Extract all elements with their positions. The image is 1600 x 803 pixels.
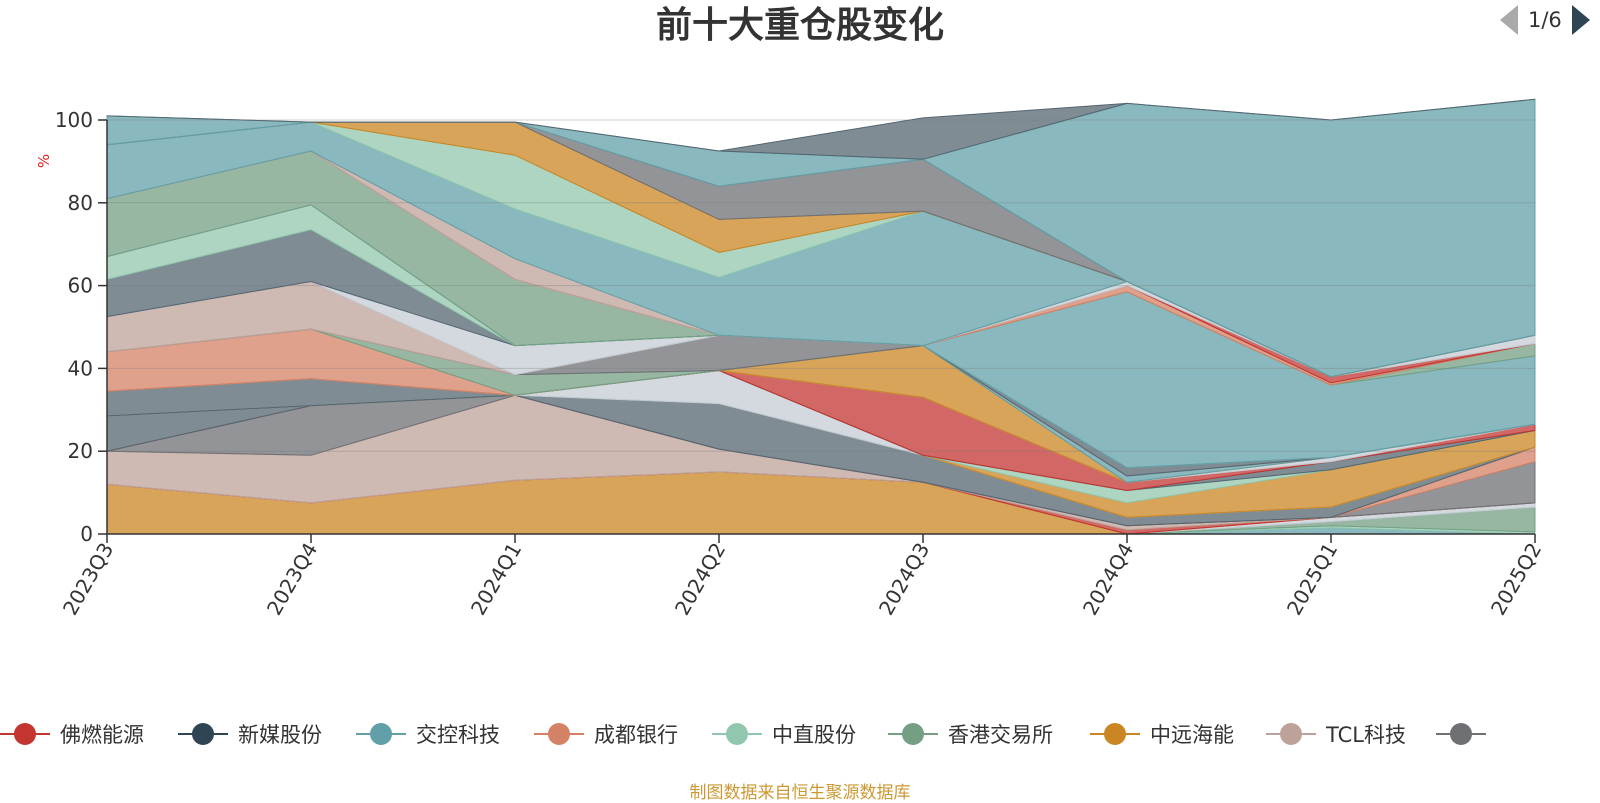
legend-page-indicator: 1/6	[1528, 8, 1562, 32]
legend-label: 香港交易所	[948, 723, 1053, 747]
legend-marker-dot	[14, 723, 36, 745]
legend-marker-dot	[1280, 723, 1302, 745]
legend-item[interactable]: 香港交易所	[888, 714, 1053, 754]
legend-marker-icon	[712, 714, 762, 754]
legend-label: 中直股份	[772, 723, 856, 747]
x-tick-label: 2024Q4	[1078, 539, 1138, 620]
y-tick-label: 60	[68, 274, 93, 298]
area-series	[106, 98, 1536, 535]
x-tick-label: 2025Q2	[1486, 539, 1546, 620]
x-tick-label: 2024Q1	[466, 539, 526, 620]
legend-marker-dot	[548, 723, 570, 745]
area-series-36	[106, 98, 1536, 160]
legend-item[interactable]: 中远海能	[1090, 714, 1234, 754]
legend-label: 中远海能	[1150, 723, 1234, 747]
legend-marker-icon	[534, 714, 584, 754]
x-tick-label: 2023Q4	[262, 539, 322, 620]
y-tick-label: 40	[68, 356, 93, 380]
legend-marker-icon	[178, 714, 228, 754]
legend-marker-dot	[1104, 723, 1126, 745]
legend-prev-page-icon[interactable]	[1500, 5, 1518, 35]
y-tick-label: 20	[68, 439, 93, 463]
x-tick-label: 2025Q1	[1282, 539, 1342, 620]
legend-item[interactable]: 中直股份	[712, 714, 856, 754]
y-tick-label: 80	[68, 191, 93, 215]
y-tick-label: 100	[55, 108, 93, 132]
y-axis-label: %	[35, 154, 53, 168]
legend-marker-icon	[0, 714, 50, 754]
legend-item[interactable]: 成都银行	[534, 714, 678, 754]
legend-marker-icon	[1266, 714, 1316, 754]
legend-label: 佛燃能源	[60, 723, 144, 747]
legend-item[interactable]	[1436, 714, 1486, 754]
legend-item[interactable]: TCL科技	[1266, 714, 1406, 754]
legend-item[interactable]: 交控科技	[356, 714, 500, 754]
legend-marker-dot	[726, 723, 748, 745]
legend-label: 新媒股份	[238, 723, 322, 747]
legend-marker-dot	[192, 723, 214, 745]
source-note: 制图数据来自恒生聚源数据库	[689, 783, 911, 803]
grid-lines	[107, 119, 1535, 452]
legend-marker-dot	[370, 723, 392, 745]
legend-marker-icon	[356, 714, 406, 754]
legend-label: TCL科技	[1326, 723, 1406, 747]
legend-item[interactable]: 佛燃能源	[0, 714, 144, 754]
x-tick-label: 2023Q3	[58, 539, 118, 620]
legend-label: 成都银行	[594, 723, 678, 747]
legend-pager: 1/6	[1500, 0, 1590, 40]
legend-marker-dot	[1450, 723, 1472, 745]
legend-marker-icon	[1436, 714, 1486, 754]
legend-marker-icon	[888, 714, 938, 754]
legend-marker-dot	[902, 723, 924, 745]
legend: 佛燃能源 新媒股份 交控科技 成都银行 中直股份 香港交易所 中远海能 TCL科技	[0, 714, 1600, 754]
legend-next-page-icon[interactable]	[1571, 5, 1590, 35]
legend-item[interactable]: 新媒股份	[178, 714, 322, 754]
legend-label: 交控科技	[416, 723, 500, 747]
y-tick-label: 0	[80, 522, 93, 546]
x-tick-label: 2024Q2	[670, 539, 730, 620]
chart-title: 前十大重仓股变化	[655, 5, 944, 46]
legend-marker-icon	[1090, 714, 1140, 754]
x-tick-label: 2024Q3	[874, 539, 934, 620]
